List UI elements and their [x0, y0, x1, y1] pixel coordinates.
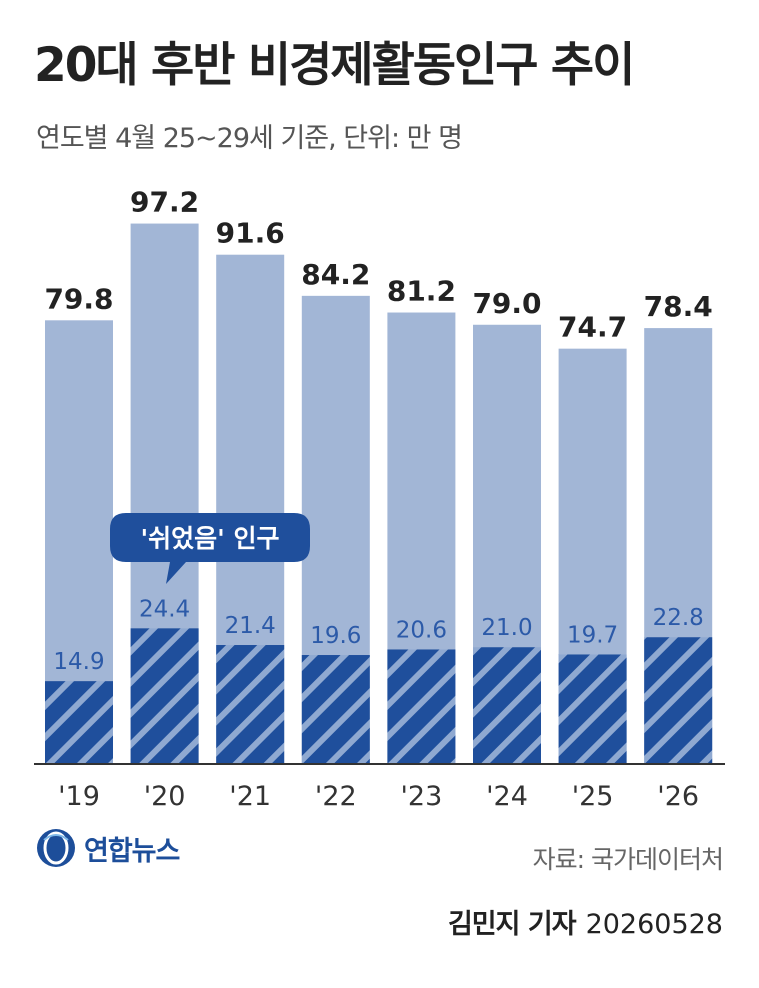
rested-bar	[216, 645, 285, 764]
rested-value-label: 14.9	[53, 649, 104, 675]
total-value-label: 79.8	[44, 282, 113, 315]
x-tick-label: '24	[486, 781, 528, 812]
x-tick-label: '25	[572, 781, 614, 812]
chart-title: 20대 후반 비경제활동인구 추이	[34, 38, 635, 93]
rested-value-label: 21.4	[225, 613, 276, 639]
rested-bar	[473, 647, 541, 764]
rested-bar	[45, 681, 113, 764]
source-note: 자료: 국가데이터처	[532, 845, 724, 874]
total-value-label: 74.7	[558, 311, 627, 344]
total-value-label: 84.2	[301, 258, 370, 291]
total-value-label: 79.0	[472, 287, 541, 320]
x-tick-label: '21	[229, 781, 271, 812]
rested-value-label: 24.4	[139, 596, 190, 622]
total-value-label: 97.2	[130, 186, 199, 219]
yonhap-globe-icon	[37, 829, 75, 867]
rested-bar	[644, 637, 713, 764]
x-tick-label: '19	[58, 781, 100, 812]
rested-value-label: 19.7	[567, 622, 618, 648]
total-value-label: 91.6	[216, 217, 285, 250]
callout-label: '쉬었음' 인구	[140, 524, 279, 553]
byline: 김민지 기자 20260528	[448, 902, 723, 941]
x-tick-label: '20	[144, 781, 186, 812]
rested-bar	[301, 655, 370, 764]
rested-value-label: 21.0	[481, 615, 532, 641]
logo-text: 연합뉴스	[84, 835, 180, 867]
rested-bar	[387, 649, 456, 764]
yonhap-logo: 연합뉴스	[34, 826, 180, 870]
rested-value-label: 22.8	[653, 605, 704, 631]
rested-bar	[558, 654, 627, 764]
rested-value-label: 20.6	[396, 617, 447, 643]
callout-bubble	[110, 513, 310, 584]
rested-bar	[130, 628, 199, 764]
callout: '쉬었음' 인구	[110, 513, 310, 584]
x-tick-label: '26	[657, 781, 699, 812]
x-tick-label: '22	[315, 781, 357, 812]
total-value-label: 81.2	[387, 275, 456, 308]
bar-chart: 79.8 14.9 '19 97.2 24.4 '20 91.6 21.4 '21 84.2 19.…	[34, 186, 725, 812]
chart-subtitle: 연도별 4월 25~29세 기준, 단위: 만 명	[36, 123, 463, 154]
total-value-label: 78.4	[644, 290, 713, 323]
publish-date: 20260528	[585, 909, 723, 940]
reporter-name: 김민지 기자	[447, 909, 577, 940]
rested-value-label: 19.6	[310, 623, 361, 649]
x-tick-label: '23	[401, 781, 443, 812]
